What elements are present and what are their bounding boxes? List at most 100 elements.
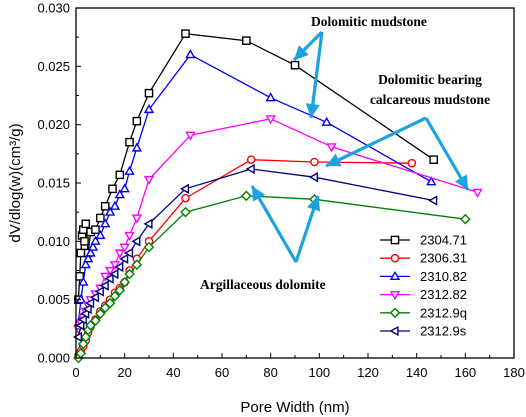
data-point <box>179 183 190 194</box>
legend-label: 2312.82 <box>420 287 467 302</box>
data-point <box>109 261 121 271</box>
y-tick-label: 0.015 <box>37 176 70 191</box>
data-point <box>119 183 130 193</box>
data-point <box>72 331 83 343</box>
data-point <box>77 314 87 325</box>
data-point <box>144 88 154 98</box>
data-point <box>89 292 100 303</box>
data-point <box>75 320 85 331</box>
data-point <box>124 231 135 242</box>
data-point <box>77 338 89 350</box>
data-point <box>104 297 116 309</box>
data-point <box>108 184 117 194</box>
data-point <box>104 266 116 277</box>
data-point <box>321 116 332 126</box>
y-axis-title: dV/dlog(w)(cm³/g) <box>7 123 24 242</box>
x-tick-label: 160 <box>454 365 476 380</box>
legend-marker <box>389 270 401 280</box>
x-tick-label: 120 <box>357 365 379 380</box>
data-point <box>109 290 121 302</box>
annotations: Dolomitic mudstone Dolomitic bearing calca… <box>200 14 490 292</box>
data-point <box>429 155 439 164</box>
data-point <box>265 115 276 125</box>
series-2312.9q <box>73 190 471 364</box>
y-tick-label: 0.005 <box>37 292 70 307</box>
data-point <box>90 315 101 326</box>
data-point <box>428 195 438 206</box>
data-point <box>310 157 319 167</box>
data-point <box>114 285 126 296</box>
data-point <box>426 176 437 186</box>
annotation-label: Dolomitic mudstone <box>311 14 427 29</box>
data-point <box>123 247 134 259</box>
data-point <box>143 175 155 186</box>
data-point <box>109 268 119 280</box>
y-tick-label: 0.010 <box>37 234 70 249</box>
legend-entry: 2312.9s <box>380 324 467 339</box>
annotation-label: Dolomitic bearing <box>378 72 482 87</box>
legend-marker <box>390 253 400 263</box>
data-point <box>100 202 110 211</box>
data-point <box>80 237 89 246</box>
data-point <box>80 308 90 319</box>
y-tick-label: 0.000 <box>37 351 70 366</box>
x-tick-label: 40 <box>166 365 180 380</box>
data-point <box>245 163 255 175</box>
data-point <box>104 273 114 284</box>
annotation-arrow-shaft <box>309 31 324 119</box>
legend-label: 2310.82 <box>420 269 467 284</box>
data-point <box>124 165 135 175</box>
data-point <box>76 248 86 258</box>
legend-entry: 2310.82 <box>380 269 467 284</box>
data-point <box>109 200 121 210</box>
annotation-arrow-head <box>305 103 320 118</box>
x-tick-label: 100 <box>308 365 330 380</box>
data-point <box>124 268 135 280</box>
data-point <box>119 253 129 264</box>
x-tick-label: 20 <box>117 365 131 380</box>
series-line <box>77 159 412 357</box>
data-point <box>115 170 125 180</box>
data-point <box>75 294 87 304</box>
legend-marker <box>389 291 401 301</box>
series-2312.9s <box>72 163 438 343</box>
data-point <box>90 235 101 245</box>
data-point <box>246 155 256 164</box>
x-tick-label: 140 <box>406 365 428 380</box>
annotation-label: Argillaceous dolomite <box>200 277 326 292</box>
annotation-label: calcareous mudstone <box>370 92 490 107</box>
data-point <box>85 298 95 309</box>
annotation-arrow-shaft <box>325 116 427 168</box>
data-point <box>83 253 94 263</box>
annotation-arrow-head <box>306 196 321 212</box>
data-point <box>143 218 153 229</box>
annotation-arrow-head <box>454 174 468 190</box>
data-point <box>131 142 142 152</box>
data-point <box>114 261 124 273</box>
data-point <box>82 303 92 315</box>
data-point <box>114 249 125 259</box>
data-point <box>472 188 483 198</box>
data-point <box>100 272 111 282</box>
legend-entry: 2312.9q <box>380 305 467 320</box>
data-point <box>460 213 471 225</box>
data-point <box>131 259 143 270</box>
data-point <box>326 143 337 153</box>
legend-label: 2312.9q <box>420 305 467 320</box>
data-point <box>308 172 319 183</box>
data-point <box>143 103 155 114</box>
data-point <box>85 247 96 257</box>
data-point <box>95 229 106 240</box>
data-point <box>100 218 111 228</box>
x-tick-label: 180 <box>503 365 525 380</box>
legend-entry: 2304.71 <box>380 233 467 248</box>
data-point <box>119 243 130 253</box>
legend-label: 2312.9s <box>420 324 467 339</box>
y-tick-label: 0.020 <box>37 117 70 132</box>
data-point <box>143 241 155 253</box>
data-point <box>131 214 142 224</box>
data-point <box>181 29 190 38</box>
data-point <box>119 276 130 288</box>
y-tick-label: 0.030 <box>37 1 70 16</box>
